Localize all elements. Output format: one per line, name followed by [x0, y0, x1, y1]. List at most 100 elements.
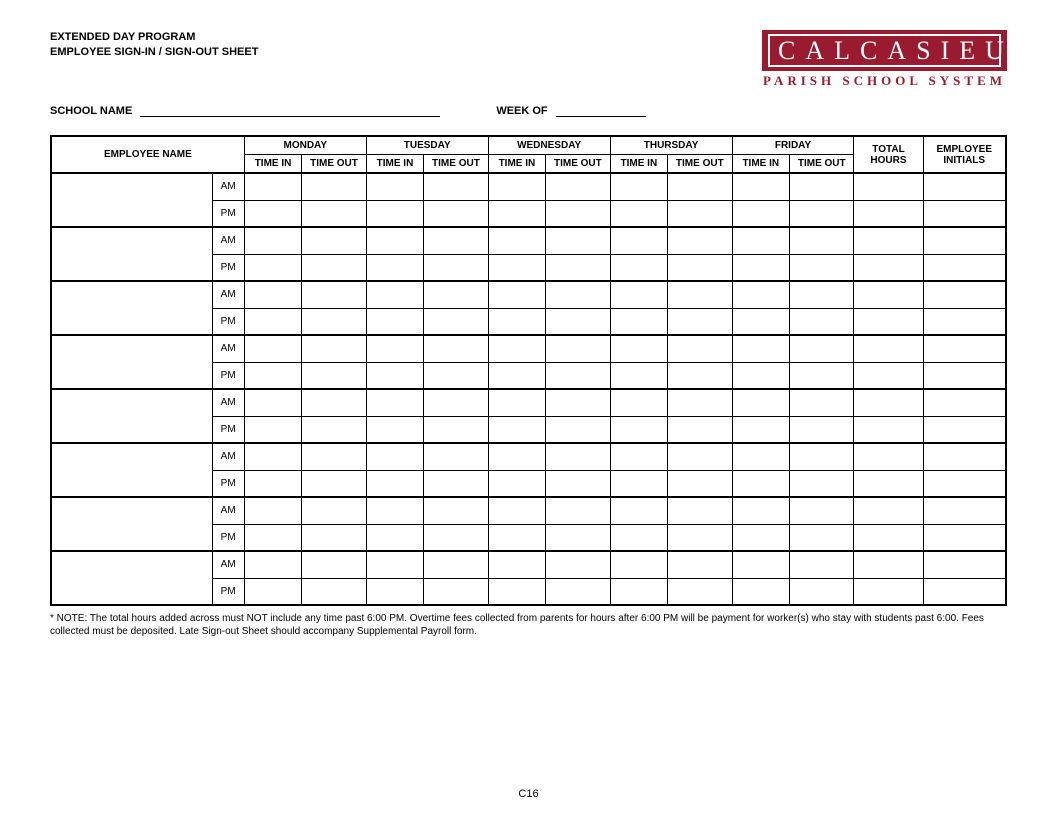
- time-in-cell[interactable]: [366, 578, 424, 605]
- time-out-cell[interactable]: [668, 335, 732, 362]
- time-in-cell[interactable]: [488, 227, 546, 254]
- week-of-input-line[interactable]: [556, 103, 646, 117]
- time-in-cell[interactable]: [610, 254, 668, 281]
- time-in-cell[interactable]: [610, 443, 668, 470]
- total-hours-cell[interactable]: [854, 227, 923, 254]
- time-out-cell[interactable]: [546, 551, 610, 578]
- time-in-cell[interactable]: [244, 497, 302, 524]
- time-out-cell[interactable]: [668, 389, 732, 416]
- time-in-cell[interactable]: [610, 227, 668, 254]
- time-in-cell[interactable]: [732, 578, 790, 605]
- time-in-cell[interactable]: [244, 524, 302, 551]
- time-in-cell[interactable]: [244, 335, 302, 362]
- total-hours-cell[interactable]: [854, 470, 923, 497]
- time-in-cell[interactable]: [610, 497, 668, 524]
- time-in-cell[interactable]: [488, 254, 546, 281]
- time-out-cell[interactable]: [546, 443, 610, 470]
- total-hours-cell[interactable]: [854, 389, 923, 416]
- time-out-cell[interactable]: [790, 281, 854, 308]
- initials-cell[interactable]: [923, 416, 1006, 443]
- initials-cell[interactable]: [923, 227, 1006, 254]
- employee-name-cell[interactable]: [51, 335, 212, 389]
- time-in-cell[interactable]: [366, 200, 424, 227]
- time-out-cell[interactable]: [668, 551, 732, 578]
- time-out-cell[interactable]: [424, 551, 488, 578]
- time-in-cell[interactable]: [488, 173, 546, 200]
- time-out-cell[interactable]: [546, 335, 610, 362]
- time-out-cell[interactable]: [424, 470, 488, 497]
- time-in-cell[interactable]: [732, 470, 790, 497]
- time-out-cell[interactable]: [424, 524, 488, 551]
- time-out-cell[interactable]: [424, 335, 488, 362]
- time-out-cell[interactable]: [790, 308, 854, 335]
- time-out-cell[interactable]: [302, 281, 366, 308]
- time-out-cell[interactable]: [790, 227, 854, 254]
- time-out-cell[interactable]: [424, 200, 488, 227]
- time-in-cell[interactable]: [366, 389, 424, 416]
- time-in-cell[interactable]: [610, 470, 668, 497]
- total-hours-cell[interactable]: [854, 551, 923, 578]
- time-out-cell[interactable]: [790, 470, 854, 497]
- time-out-cell[interactable]: [546, 578, 610, 605]
- time-out-cell[interactable]: [302, 227, 366, 254]
- time-in-cell[interactable]: [610, 308, 668, 335]
- initials-cell[interactable]: [923, 308, 1006, 335]
- time-in-cell[interactable]: [366, 362, 424, 389]
- initials-cell[interactable]: [923, 578, 1006, 605]
- time-in-cell[interactable]: [732, 551, 790, 578]
- employee-name-cell[interactable]: [51, 497, 212, 551]
- time-out-cell[interactable]: [424, 497, 488, 524]
- time-in-cell[interactable]: [488, 524, 546, 551]
- time-out-cell[interactable]: [790, 416, 854, 443]
- time-in-cell[interactable]: [244, 308, 302, 335]
- time-out-cell[interactable]: [790, 443, 854, 470]
- time-in-cell[interactable]: [244, 443, 302, 470]
- time-in-cell[interactable]: [732, 254, 790, 281]
- time-in-cell[interactable]: [610, 551, 668, 578]
- initials-cell[interactable]: [923, 362, 1006, 389]
- initials-cell[interactable]: [923, 254, 1006, 281]
- time-in-cell[interactable]: [244, 389, 302, 416]
- time-out-cell[interactable]: [668, 227, 732, 254]
- time-in-cell[interactable]: [488, 200, 546, 227]
- time-out-cell[interactable]: [790, 578, 854, 605]
- time-in-cell[interactable]: [488, 416, 546, 443]
- time-out-cell[interactable]: [302, 389, 366, 416]
- time-out-cell[interactable]: [546, 227, 610, 254]
- time-in-cell[interactable]: [732, 335, 790, 362]
- time-in-cell[interactable]: [244, 470, 302, 497]
- time-out-cell[interactable]: [668, 254, 732, 281]
- time-in-cell[interactable]: [488, 362, 546, 389]
- time-in-cell[interactable]: [244, 173, 302, 200]
- total-hours-cell[interactable]: [854, 524, 923, 551]
- time-out-cell[interactable]: [424, 389, 488, 416]
- time-in-cell[interactable]: [610, 389, 668, 416]
- time-out-cell[interactable]: [424, 308, 488, 335]
- school-name-input-line[interactable]: [140, 103, 440, 117]
- time-out-cell[interactable]: [790, 551, 854, 578]
- initials-cell[interactable]: [923, 470, 1006, 497]
- time-in-cell[interactable]: [610, 524, 668, 551]
- time-in-cell[interactable]: [366, 254, 424, 281]
- time-in-cell[interactable]: [366, 470, 424, 497]
- time-out-cell[interactable]: [546, 362, 610, 389]
- time-out-cell[interactable]: [790, 335, 854, 362]
- time-out-cell[interactable]: [546, 200, 610, 227]
- time-in-cell[interactable]: [732, 524, 790, 551]
- time-in-cell[interactable]: [610, 362, 668, 389]
- time-in-cell[interactable]: [366, 416, 424, 443]
- time-in-cell[interactable]: [366, 497, 424, 524]
- time-in-cell[interactable]: [488, 497, 546, 524]
- time-in-cell[interactable]: [610, 281, 668, 308]
- time-in-cell[interactable]: [244, 551, 302, 578]
- time-in-cell[interactable]: [732, 200, 790, 227]
- time-out-cell[interactable]: [302, 335, 366, 362]
- time-out-cell[interactable]: [424, 443, 488, 470]
- time-in-cell[interactable]: [244, 227, 302, 254]
- initials-cell[interactable]: [923, 443, 1006, 470]
- total-hours-cell[interactable]: [854, 200, 923, 227]
- initials-cell[interactable]: [923, 389, 1006, 416]
- time-out-cell[interactable]: [302, 416, 366, 443]
- time-in-cell[interactable]: [366, 173, 424, 200]
- time-out-cell[interactable]: [546, 281, 610, 308]
